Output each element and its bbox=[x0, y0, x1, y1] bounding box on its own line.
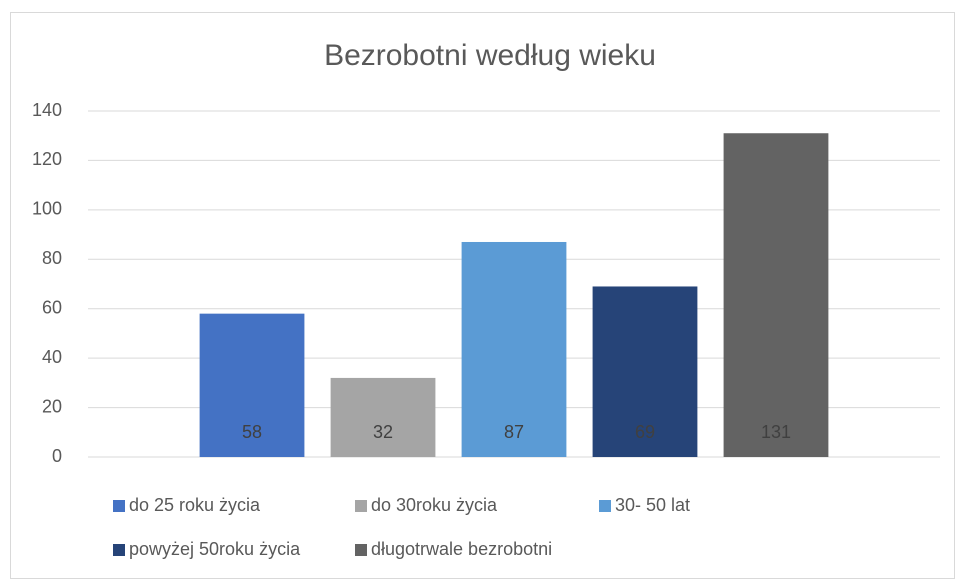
y-tick-label: 140 bbox=[32, 100, 62, 120]
data-label: 131 bbox=[761, 422, 791, 442]
legend-label: do 25 roku życia bbox=[129, 495, 261, 515]
legend-swatch bbox=[355, 544, 367, 556]
legend-label: długotrwale bezrobotni bbox=[371, 539, 552, 559]
legend-swatch bbox=[355, 500, 367, 512]
legend-label: do 30roku życia bbox=[371, 495, 498, 515]
legend-label: powyżej 50roku życia bbox=[129, 539, 301, 559]
y-tick-label: 100 bbox=[32, 199, 62, 219]
legend-label: 30- 50 lat bbox=[615, 495, 690, 515]
bar bbox=[330, 377, 436, 457]
y-tick-label: 120 bbox=[32, 149, 62, 169]
y-tick-label: 20 bbox=[42, 396, 62, 416]
bar bbox=[461, 241, 567, 457]
legend-swatch bbox=[113, 544, 125, 556]
chart-title: Bezrobotni według wieku bbox=[324, 39, 656, 72]
y-tick-label: 0 bbox=[52, 446, 62, 466]
data-label: 87 bbox=[504, 422, 524, 442]
data-label: 32 bbox=[373, 422, 393, 442]
y-tick-label: 60 bbox=[42, 297, 62, 317]
bar bbox=[723, 133, 829, 457]
y-tick-label: 40 bbox=[42, 347, 62, 367]
data-label: 69 bbox=[635, 422, 655, 442]
legend-swatch bbox=[599, 500, 611, 512]
y-tick-label: 80 bbox=[42, 248, 62, 268]
legend-swatch bbox=[113, 500, 125, 512]
data-label: 58 bbox=[242, 422, 262, 442]
bar bbox=[592, 286, 698, 457]
bar bbox=[199, 313, 305, 457]
